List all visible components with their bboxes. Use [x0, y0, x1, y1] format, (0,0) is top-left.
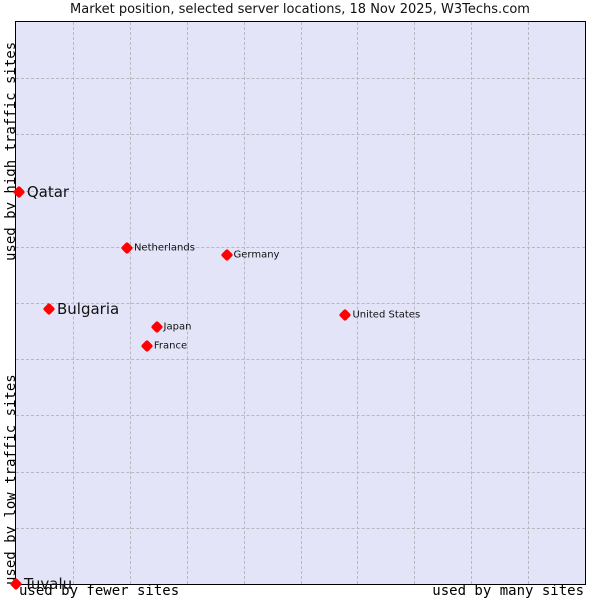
data-point-label: United States: [352, 309, 421, 321]
data-point-label: Germany: [233, 249, 280, 261]
x-axis-label-right: used by many sites: [432, 583, 584, 599]
vertical-gridline: [414, 22, 416, 584]
vertical-gridline: [528, 22, 530, 584]
plot-area: [15, 21, 586, 585]
data-point-label: Netherlands: [133, 242, 195, 254]
data-point-label: Bulgaria: [57, 299, 120, 318]
data-point-label: Qatar: [26, 182, 70, 201]
horizontal-gridline: [16, 527, 585, 529]
vertical-gridline: [357, 22, 359, 584]
horizontal-gridline: [16, 471, 585, 473]
horizontal-gridline: [16, 303, 585, 304]
vertical-gridline: [471, 22, 473, 584]
horizontal-gridline: [16, 359, 585, 361]
chart-title: Market position, selected server locatio…: [70, 2, 530, 17]
data-point-label: Japan: [163, 321, 192, 333]
data-point-label: Tuvalu: [24, 575, 73, 593]
data-point-label: France: [153, 340, 188, 352]
x-axis-label-left: used by fewer sites: [19, 583, 180, 599]
horizontal-gridline: [16, 415, 585, 417]
